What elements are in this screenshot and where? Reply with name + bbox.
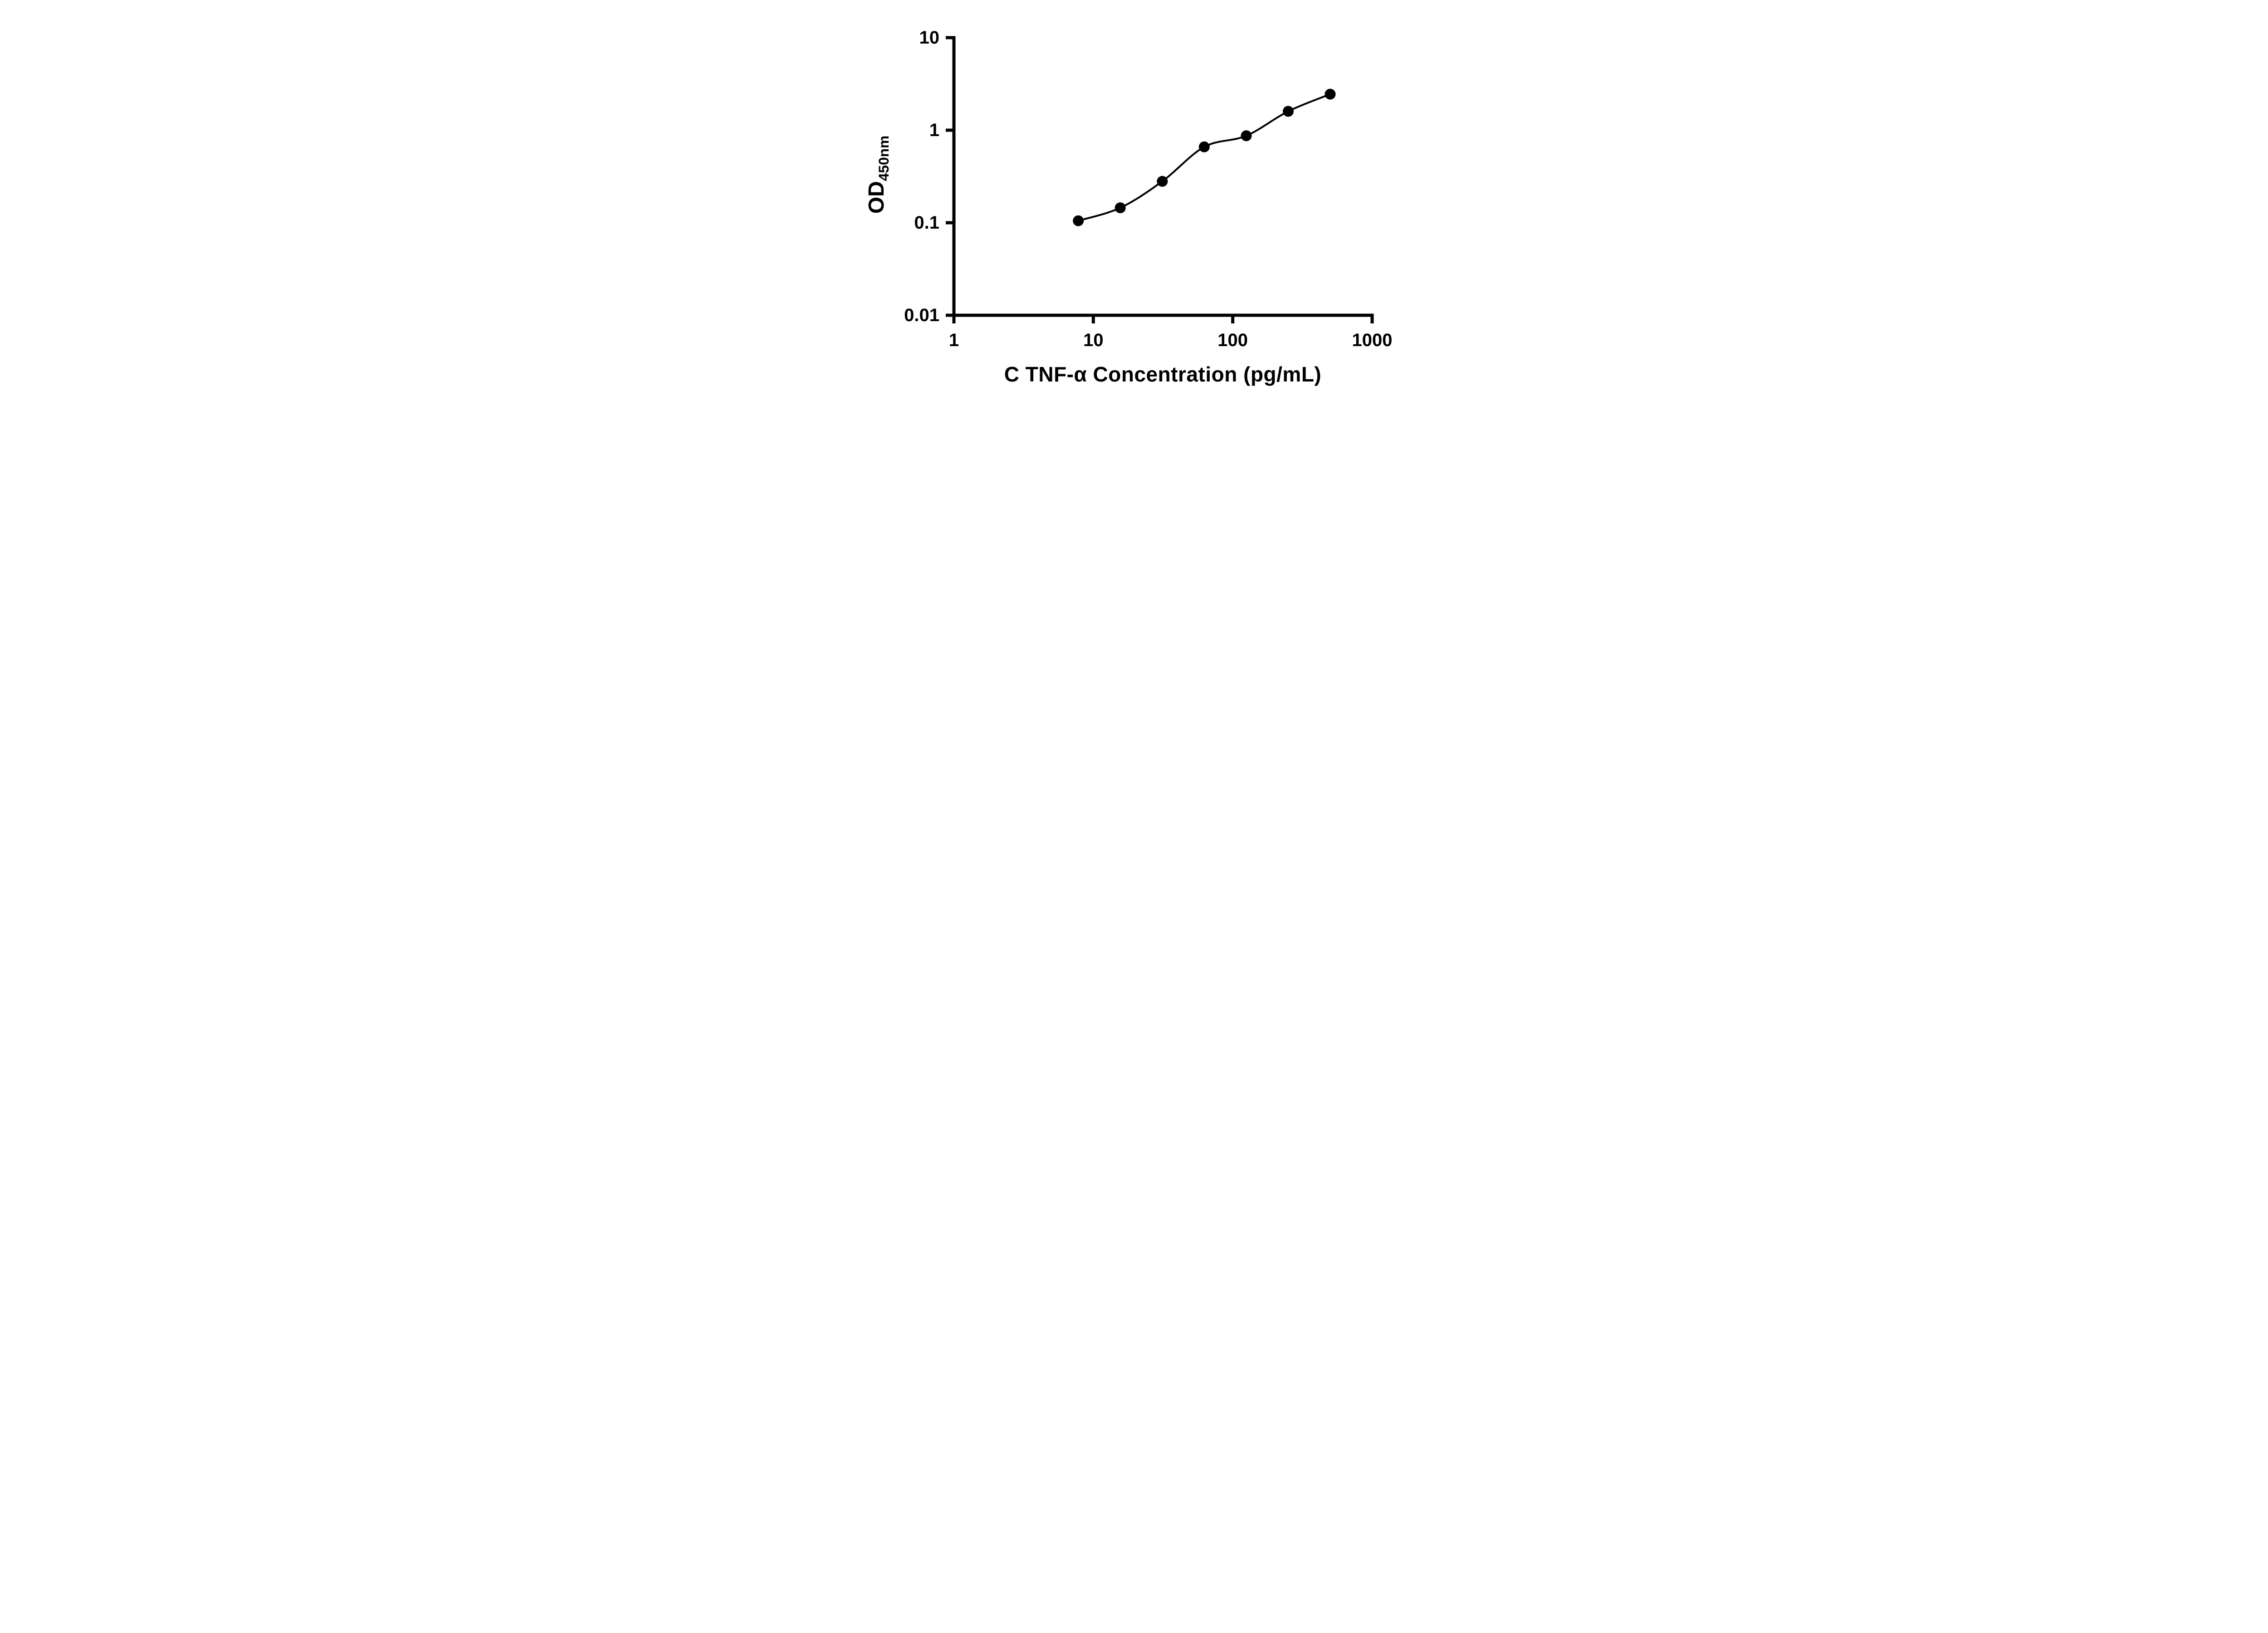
data-point xyxy=(1198,141,1210,152)
y-tick-label: 0.1 xyxy=(914,213,939,233)
data-point xyxy=(1072,215,1084,226)
x-tick-label: 1 xyxy=(948,330,958,350)
y-tick-label: 0.01 xyxy=(904,305,939,325)
x-tick-label: 10 xyxy=(1083,330,1104,350)
y-tick-label: 1 xyxy=(929,120,939,140)
chart-svg: 1 10 100 1000 0.01 0.1 1 10 xyxy=(904,28,1392,350)
data-point xyxy=(1156,176,1168,187)
data-point xyxy=(1325,88,1335,100)
y-axis-title-subscript: 450nm xyxy=(875,135,892,181)
x-tick-label: 100 xyxy=(1217,330,1248,350)
y-axis-title: OD450nm xyxy=(864,136,892,214)
x-axis-title: C TNF-α Concentration (pg/mL) xyxy=(1004,362,1322,386)
y-tick-label: 10 xyxy=(919,28,939,48)
standard-curve-figure: 1 10 100 1000 0.01 0.1 1 10 OD450nm C TNF-α Con… xyxy=(842,0,1426,408)
y-axis-title-main: OD xyxy=(864,181,889,214)
data-point xyxy=(1241,130,1251,142)
data-point xyxy=(1282,106,1294,117)
x-tick-label: 1000 xyxy=(1352,330,1392,350)
data-point xyxy=(1114,202,1126,214)
